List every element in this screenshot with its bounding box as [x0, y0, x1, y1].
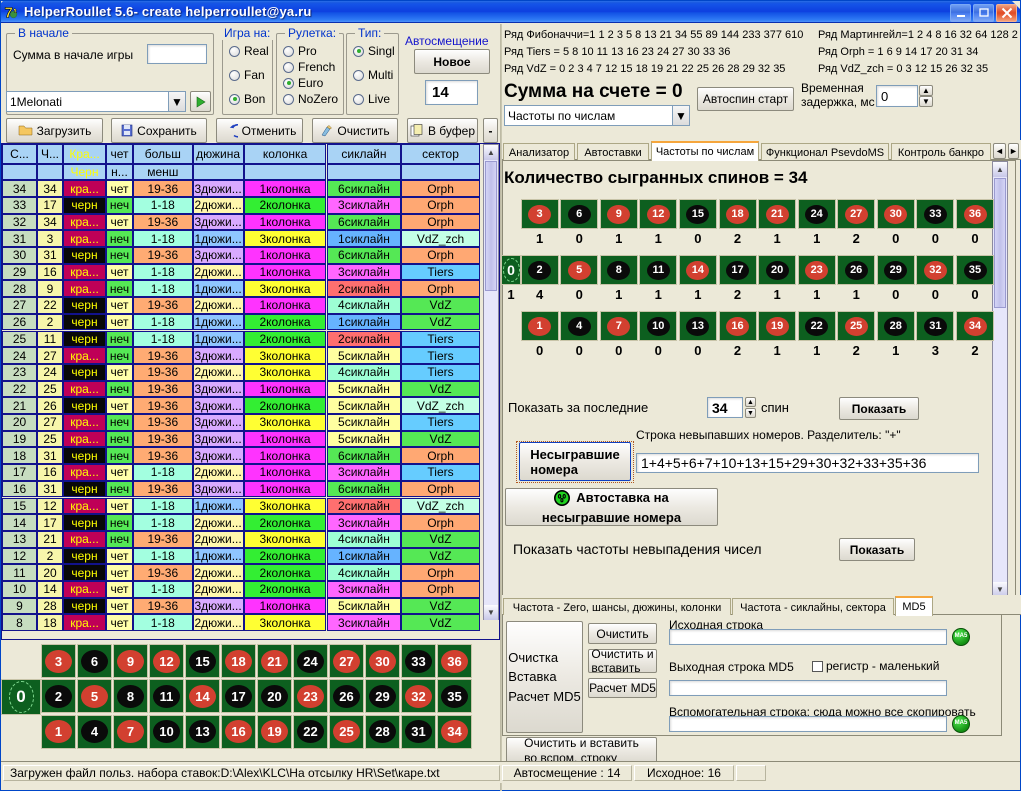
- svg-text:7: 7: [5, 4, 13, 20]
